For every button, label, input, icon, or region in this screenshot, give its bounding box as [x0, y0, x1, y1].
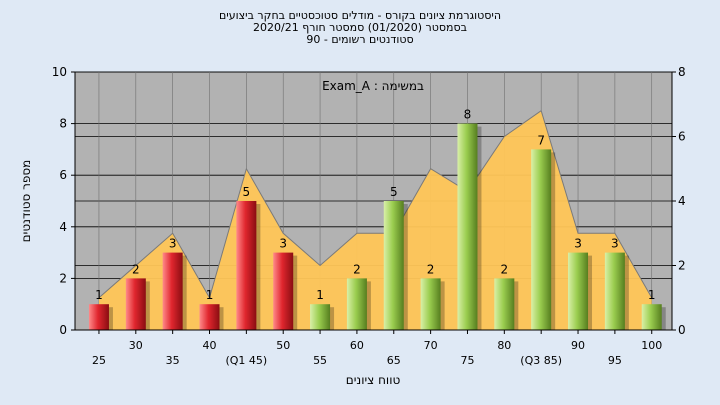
y-tick-label: 0 — [59, 323, 67, 337]
data-label: 3 — [169, 237, 177, 251]
y-tick-label: 10 — [52, 65, 67, 79]
y-tick-label: 4 — [59, 220, 67, 234]
bar — [310, 304, 331, 330]
bar — [604, 252, 625, 330]
y2-tick-label: 0 — [678, 323, 686, 337]
x-tick-label: 75 — [460, 354, 474, 367]
chart-title-line-3: סטודנטים רשומים - 90 — [306, 33, 414, 46]
data-label: 7 — [537, 133, 545, 147]
x-tick-label: 60 — [350, 339, 364, 352]
x-tick-label: 50 — [276, 339, 290, 352]
data-label: 2 — [353, 262, 361, 276]
data-label: 3 — [611, 237, 619, 251]
y2-tick-label: 4 — [678, 194, 686, 208]
x-tick-label: 65 — [387, 354, 401, 367]
bar — [236, 201, 257, 330]
x-tick-label: (Q3 85) — [520, 354, 562, 367]
x-tick-label: 30 — [129, 339, 143, 352]
x-tick-label: 90 — [571, 339, 585, 352]
data-label: 3 — [574, 237, 582, 251]
y-tick-label: 6 — [59, 168, 67, 182]
y-axis-title: מספר סטודנטים — [19, 160, 33, 243]
bar — [494, 278, 515, 330]
chart-title: היסטוגרמת ציונים בקורס - מודלים סטוכסטיי… — [0, 10, 720, 46]
data-label: 1 — [316, 288, 324, 302]
chart-title-line-2: בסמסטר (01/2020) סמסטר חורף 2020/21 — [253, 21, 467, 34]
x-tick-label: 80 — [497, 339, 511, 352]
data-label: 1 — [95, 288, 103, 302]
area-outline — [98, 109, 653, 300]
data-labels: 1 2 3 1 5 3 1 2 5 2 8 2 7 3 3 1 — [95, 108, 655, 303]
x-tick-label: 70 — [424, 339, 438, 352]
bar — [346, 278, 367, 330]
data-label: 3 — [279, 237, 287, 251]
x-tick-label: 55 — [313, 354, 327, 367]
chart-title-line-1: היסטוגרמת ציונים בקורס - מודלים סטוכסטיי… — [218, 9, 502, 22]
x-tick-label: 25 — [92, 354, 106, 367]
bar — [531, 149, 552, 330]
bars — [88, 123, 666, 330]
x-tick-label: 100 — [641, 339, 662, 352]
data-label: 2 — [132, 262, 140, 276]
y2-tick-label: 2 — [678, 259, 686, 273]
y2-tick-label: 8 — [678, 65, 686, 79]
data-label: 2 — [501, 262, 509, 276]
bar — [420, 278, 441, 330]
data-label: 1 — [648, 288, 656, 302]
bar — [383, 201, 404, 330]
y2-tick-label: 6 — [678, 130, 686, 144]
data-label: 8 — [464, 108, 472, 122]
x-tick-label: 95 — [608, 354, 622, 367]
x-axis-title: טווח ציונים — [346, 373, 401, 387]
bar — [568, 252, 589, 330]
bar — [457, 123, 478, 330]
bar — [199, 304, 220, 330]
task-annotation: במשימה : Exam_A — [322, 79, 424, 93]
bar — [273, 252, 294, 330]
y-tick-label: 8 — [59, 117, 67, 131]
y-tick-label: 2 — [59, 271, 67, 285]
x-tick-label: 40 — [203, 339, 217, 352]
data-label: 2 — [427, 262, 435, 276]
x-tick-label: 35 — [166, 354, 180, 367]
bar — [88, 304, 109, 330]
data-label: 1 — [206, 288, 214, 302]
bar — [162, 252, 183, 330]
data-label: 5 — [390, 185, 398, 199]
bar — [641, 304, 662, 330]
bar — [125, 278, 146, 330]
x-tick-label: (Q1 45) — [225, 354, 267, 367]
data-label: 5 — [243, 185, 251, 199]
